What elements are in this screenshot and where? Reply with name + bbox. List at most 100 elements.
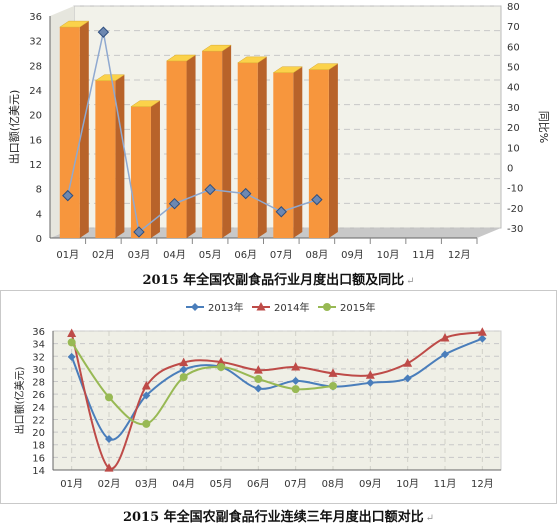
chart2-point-2014 [216,356,226,366]
chart2-y-axis-title: 出口额(亿美元) [13,367,26,435]
chart2-y-tick-label: 32 [32,352,45,363]
chart2-caption: 2015 年全国农副食品行业连续三年月度出口额对比 ↵ [0,506,557,525]
chart2-x-tick-label: 02月 [98,478,121,490]
chart1-y2-tick-label: 80 [507,2,520,13]
chart1-y-tick-label: 20 [29,111,42,122]
chart2-point-2013 [105,435,113,444]
chart1-y2-tick-label: 40 [507,83,520,94]
chart1-y-tick-label: 4 [36,209,42,220]
return-mark-icon: ↵ [425,513,435,524]
chart1-bar [95,80,116,238]
chart1-bar-side [293,66,303,238]
chart2-point-2013 [179,365,188,374]
chart2-x-tick-label: 11月 [434,478,457,490]
chart2-x-tick-label: 07月 [284,478,307,490]
chart2-y-tick-label: 26 [32,390,45,401]
chart1-y-tick-label: 8 [36,185,42,196]
chart1-bar-top [272,66,304,73]
chart2-y-tick-label: 28 [32,378,45,389]
chart2-point-2013 [254,384,263,393]
chart2-legend-marker-2013 [191,303,199,311]
chart1-bar [273,72,294,238]
chart1-bar-side [257,56,267,238]
chart2-legend-label-2014: 2014年 [274,301,309,314]
chart2-y-tick-label: 36 [32,327,45,338]
chart1-svg: 0 4 8 12 16 20 24 28 32 36 -30 -20 -10 0 10 20 30 40 50 60 7… [7,2,550,261]
chart1-y2-tick-label: -20 [507,204,523,215]
chart2-y-tick-label: 34 [32,340,45,351]
chart1-yoy-point [97,26,110,38]
chart2-point-2014 [104,463,114,472]
chart1-y2-tick-label: 30 [507,103,520,114]
chart2-y-tick-label: 14 [32,466,45,477]
chart1-x-tick-label: 11月 [412,249,435,261]
chart2-x-tick-label: 01月 [60,478,83,490]
chart2-point-2015 [329,381,337,390]
chart1-bar-side [79,21,89,238]
chart2-point-2015 [254,375,263,384]
chart1-y-tick-label: 32 [29,37,42,48]
chart1-bar-side [186,55,196,239]
chart2-x-tick-label: 08月 [322,478,345,490]
chart1-y2-tick-label: 0 [507,163,513,174]
chart2-x-tick-label: 05月 [210,478,233,490]
chart1-bar-top [130,100,161,107]
chart2-x-tick-label: 10月 [396,478,419,490]
chart1-bar-top [236,56,268,64]
chart1-y-tick-label: 12 [29,160,42,171]
return-mark-icon: ↵ [406,276,415,287]
chart2-point-2015 [105,393,113,402]
chart1-bar [166,61,187,239]
chart2-point-2014 [403,358,413,367]
chart1-bar-top [165,54,197,62]
chart2-x-tick-label: 03月 [135,478,158,490]
chart1-y2-tick-label: -30 [507,224,523,235]
chart2-y-tick-label: 24 [32,403,45,414]
chart1-bar [130,106,151,239]
chart2-point-2015 [291,385,300,394]
chart1-x-tick-label: 01月 [56,249,79,261]
chart2-plot-area [52,330,502,471]
chart1-x-tick-label: 06月 [234,249,257,261]
chart2-point-2013 [291,376,300,385]
chart2-panel: 14 16 18 20 22 24 26 28 30 32 34 36 01月 02月 03月 04月 05月 0… [0,290,557,504]
chart2-point-2015 [217,363,225,372]
chart1-y2-tick-label: 10 [507,143,520,154]
chart2-point-2013 [142,391,151,400]
chart1-y-tick-label: 28 [29,61,42,72]
chart1-x-tick-label: 07月 [270,249,293,261]
chart2-point-2014 [67,328,77,338]
chart1-y-tick-label: 24 [29,86,42,97]
chart2-x-tick-label: 04月 [172,478,195,490]
chart2-point-2013 [366,378,375,387]
chart2-point-2014 [365,370,375,379]
chart1-y2-axis-title: 同比% [537,111,550,143]
chart2-point-2013 [403,374,412,383]
chart1-yoy-point [204,183,216,196]
chart1-x-tick-label: 09月 [341,249,364,261]
chart1-yoy-point [133,226,145,238]
chart2-y-tick-label: 16 [32,453,45,464]
chart1-y2-tick-label: -10 [507,184,523,195]
chart1-bar [237,62,258,238]
chart2-legend-label-2015: 2015年 [340,301,375,314]
chart2-point-2014 [253,365,263,374]
chart1-y2-tick-label: 70 [507,22,520,33]
chart1-y-tick-label: 0 [36,234,42,245]
chart1-x-tick-label: 08月 [306,249,329,261]
chart1-bar-top [94,74,126,81]
chart1-x-tick-label: 05月 [199,249,222,261]
chart2-y-tick-label: 22 [32,415,45,426]
chart1-yoy-line [67,31,318,234]
chart1-bar-top [58,20,90,28]
chart1-bar-top [201,44,232,52]
chart1-caption: 2015 年全国农副食品行业月度出口额及同比 ↵ [0,269,557,288]
chart2-x-tick-label: 09月 [359,478,382,490]
chart2-y-tick-label: 20 [32,428,45,439]
chart1-x-tick-label: 04月 [163,249,186,261]
chart1-x-tick-label: 12月 [448,249,471,261]
chart1-bar-top [308,63,339,70]
chart2-x-tick-label: 06月 [247,478,270,490]
chart2-point-2015 [179,373,188,382]
chart1-y2-tick-label: 50 [507,63,520,74]
